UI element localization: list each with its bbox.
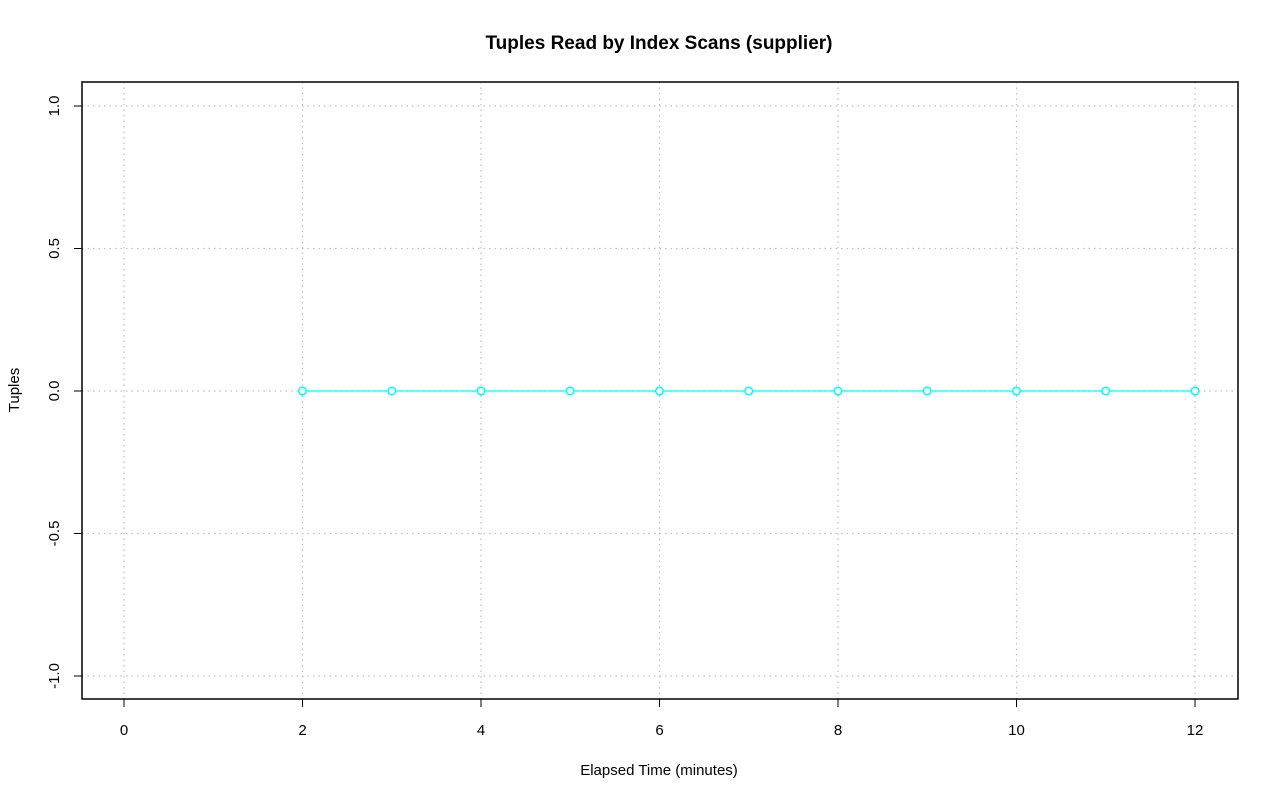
x-tick-label: 4 <box>477 722 485 739</box>
y-tick-label: 0.0 <box>46 381 63 402</box>
series <box>297 386 1200 396</box>
data-point <box>565 386 575 396</box>
y-axis: -1.0 -0.5 0.0 0.5 1.0 <box>46 96 82 689</box>
y-tick-label: 0.5 <box>46 238 63 259</box>
y-axis-label: Tuples <box>6 368 23 412</box>
x-tick-label: 12 <box>1187 722 1204 739</box>
data-point <box>833 386 843 396</box>
y-tick-label: -1.0 <box>46 663 63 689</box>
data-point <box>654 386 665 396</box>
chart-title: Tuples Read by Index Scans (supplier) <box>485 33 832 54</box>
data-point <box>1101 386 1111 396</box>
data-point <box>1011 386 1022 396</box>
data-point <box>387 386 397 396</box>
x-axis-label: Elapsed Time (minutes) <box>580 762 738 779</box>
data-point <box>476 386 486 396</box>
data-point <box>1190 386 1200 396</box>
data-point <box>744 386 754 396</box>
x-tick-label: 0 <box>120 722 128 739</box>
x-tick-label: 8 <box>834 722 842 739</box>
data-point <box>922 386 932 396</box>
x-tick-label: 10 <box>1008 722 1025 739</box>
y-tick-label: -0.5 <box>46 521 63 547</box>
x-tick-label: 6 <box>655 722 663 739</box>
data-point <box>297 386 308 396</box>
x-tick-label: 2 <box>298 722 306 739</box>
x-axis: 0 2 4 6 8 10 12 <box>120 698 1204 739</box>
y-tick-label: 1.0 <box>46 96 63 117</box>
